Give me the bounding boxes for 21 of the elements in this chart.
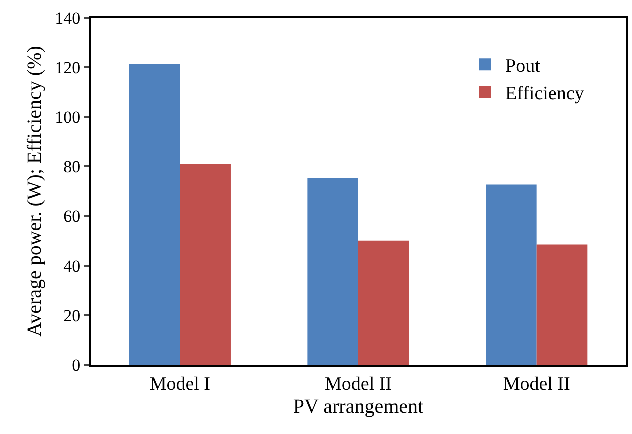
x-tick-label: Model I (150, 374, 211, 395)
y-tick-label: 0 (72, 356, 81, 375)
bar (308, 178, 358, 365)
y-tick-label: 120 (55, 58, 81, 78)
bar (486, 184, 537, 365)
y-axis-title: Average power. (W); Efficiency (%) (24, 46, 46, 337)
y-tick-label: 80 (64, 158, 81, 177)
bar (129, 64, 180, 365)
y-tick-label: 100 (55, 108, 81, 128)
x-tick-label: Model II (503, 374, 570, 395)
bar (358, 240, 410, 365)
x-tick-label: Model II (324, 374, 392, 395)
bar (180, 164, 231, 365)
legend-label: Efficiency (506, 84, 585, 105)
y-tick-label: 20 (64, 306, 81, 326)
y-tick-label: 140 (55, 8, 81, 28)
y-tick-label: 60 (64, 207, 81, 226)
bar (536, 244, 588, 365)
y-tick-label: 40 (64, 256, 81, 276)
x-axis-title: PV arrangement (293, 396, 424, 418)
legend-label: Pout (506, 56, 542, 78)
